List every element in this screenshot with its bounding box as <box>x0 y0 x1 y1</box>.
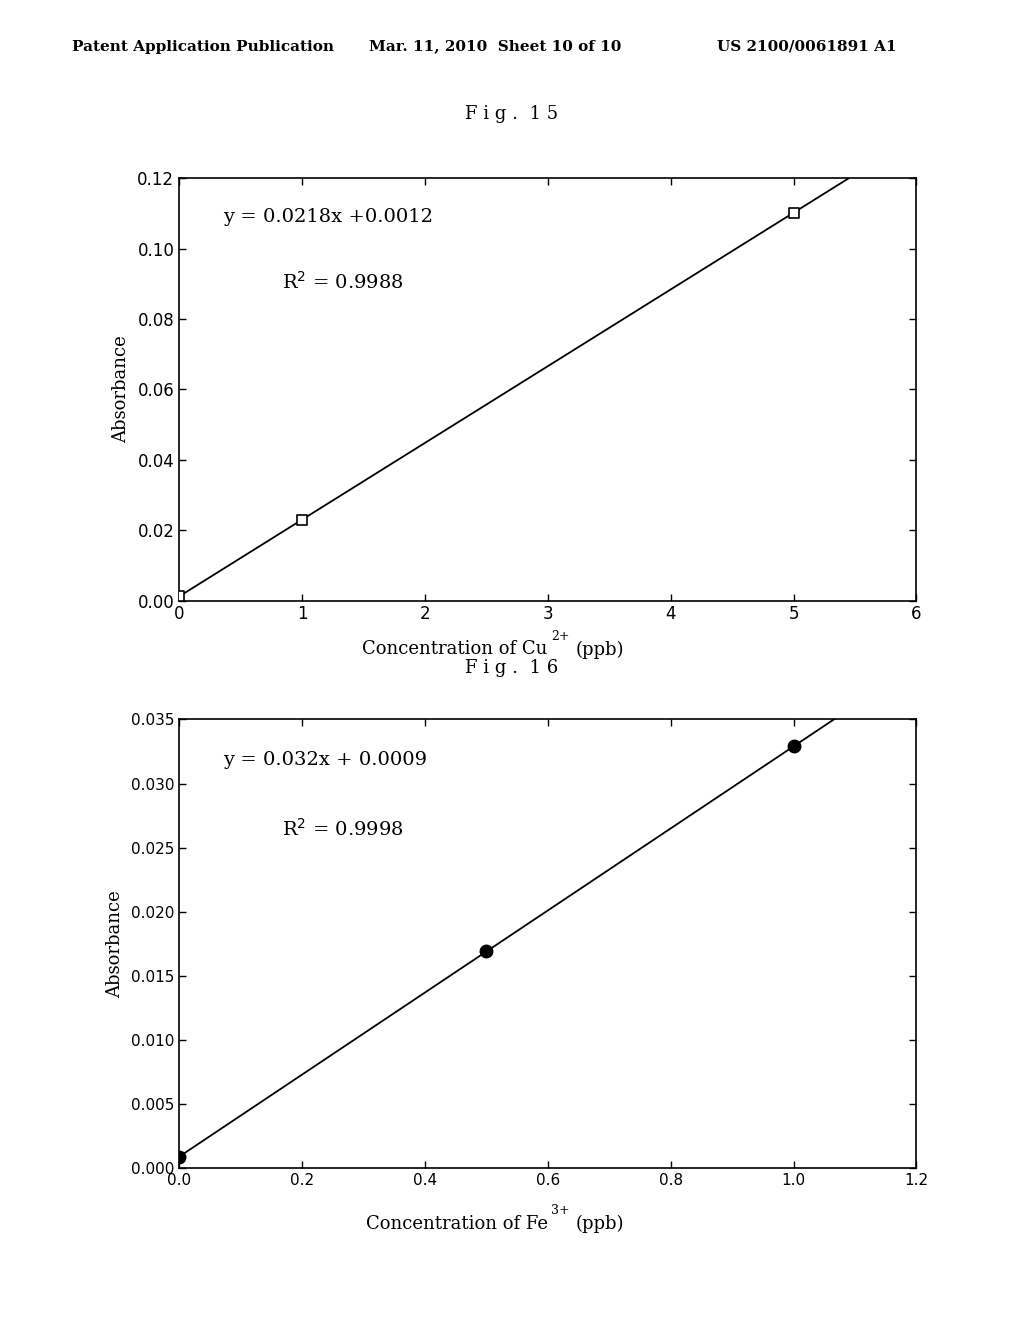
Point <box>785 735 802 756</box>
Point <box>171 1146 187 1167</box>
Text: Concentration of Cu: Concentration of Cu <box>362 640 548 659</box>
Text: y = 0.032x + 0.0009: y = 0.032x + 0.0009 <box>223 751 428 768</box>
Text: F i g .  1 5: F i g . 1 5 <box>466 104 558 123</box>
Point <box>294 510 310 531</box>
Text: 3+: 3+ <box>551 1204 569 1217</box>
Text: Concentration of Fe: Concentration of Fe <box>366 1214 548 1233</box>
Y-axis label: Absorbance: Absorbance <box>105 890 124 998</box>
Point <box>785 202 802 223</box>
Text: Mar. 11, 2010  Sheet 10 of 10: Mar. 11, 2010 Sheet 10 of 10 <box>369 40 621 54</box>
Text: R$^2$ = 0.9998: R$^2$ = 0.9998 <box>283 818 404 840</box>
Text: 2+: 2+ <box>551 630 569 643</box>
Text: (ppb): (ppb) <box>575 640 624 659</box>
Text: F i g .  1 6: F i g . 1 6 <box>465 659 559 677</box>
Text: R$^2$ = 0.9988: R$^2$ = 0.9988 <box>283 271 404 293</box>
Point <box>171 586 187 607</box>
Point <box>478 941 495 962</box>
Y-axis label: Absorbance: Absorbance <box>113 335 130 444</box>
Text: Patent Application Publication: Patent Application Publication <box>72 40 334 54</box>
Text: US 2100/0061891 A1: US 2100/0061891 A1 <box>717 40 896 54</box>
Text: (ppb): (ppb) <box>575 1214 624 1233</box>
Text: y = 0.0218x +0.0012: y = 0.0218x +0.0012 <box>223 207 433 226</box>
